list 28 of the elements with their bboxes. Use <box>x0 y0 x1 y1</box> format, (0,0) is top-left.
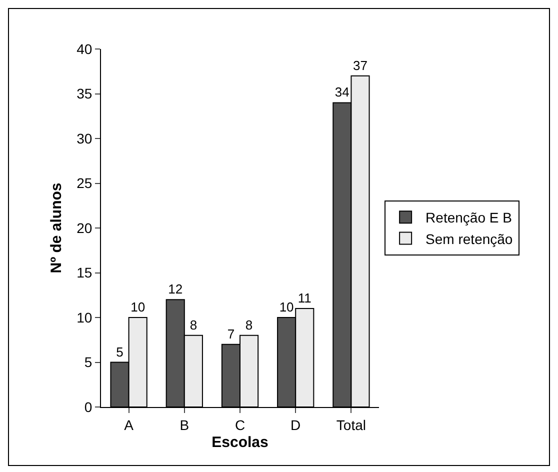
data-label: 12 <box>168 282 183 297</box>
x-tick-label: C <box>234 416 246 433</box>
data-label: 8 <box>245 317 253 332</box>
x-tick-label: D <box>290 416 301 433</box>
data-label: 7 <box>227 326 235 342</box>
legend-label: Sem retenção <box>426 230 513 247</box>
y-tick-label: 15 <box>76 264 92 281</box>
x-axis-title: Escolas <box>212 434 268 451</box>
data-label: 34 <box>334 84 350 100</box>
y-tick-label: 10 <box>76 309 92 326</box>
data-label: 37 <box>353 58 368 73</box>
y-tick-label: 20 <box>76 220 92 236</box>
y-tick-label: 30 <box>76 130 92 146</box>
x-tick-label: B <box>180 416 190 433</box>
data-label: 8 <box>190 317 198 332</box>
y-tick-label: 40 <box>76 40 92 57</box>
y-tick-label: 0 <box>84 398 92 415</box>
data-label: 10 <box>130 300 146 314</box>
x-tick-label: Total <box>336 416 366 433</box>
data-label: 5 <box>116 344 124 360</box>
data-label: 11 <box>298 290 312 306</box>
y-tick-label: 35 <box>76 86 92 102</box>
y-tick-label: 25 <box>76 175 92 192</box>
legend-label: Retenção E B <box>426 210 512 226</box>
data-label: 10 <box>279 300 294 314</box>
y-axis-title: Nº de alunos <box>48 182 65 274</box>
y-tick-label: 5 <box>84 354 92 370</box>
x-tick-label: A <box>124 416 134 433</box>
